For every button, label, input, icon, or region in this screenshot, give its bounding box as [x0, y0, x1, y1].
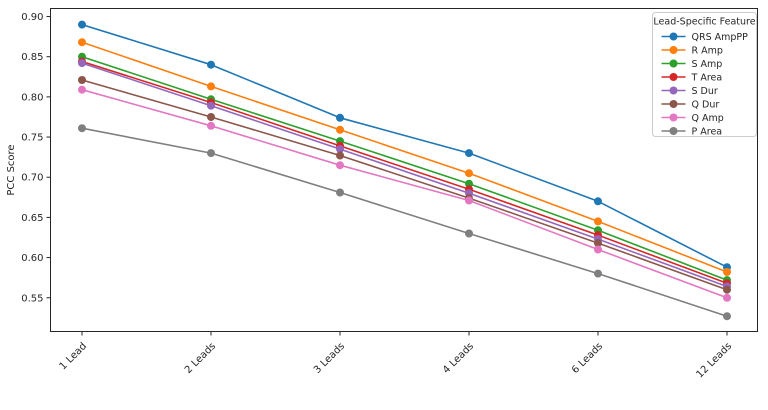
series-line [81, 23, 728, 268]
data-point [336, 188, 344, 197]
data-point [336, 113, 344, 122]
data-point [336, 125, 344, 134]
data-point [594, 217, 602, 226]
data-point [594, 239, 602, 248]
series-q-amp [78, 85, 731, 302]
data-point [207, 60, 215, 69]
legend-marker-dot [669, 86, 678, 95]
data-point [594, 245, 602, 254]
series-p-area [78, 124, 731, 321]
legend-marker-dot [669, 113, 678, 122]
legend-item-label: P Area [692, 127, 723, 138]
data-point [207, 82, 215, 91]
data-point [207, 149, 215, 158]
series-line [81, 55, 728, 281]
legend-item-label: Q Dur [692, 100, 720, 111]
legend-item-label: T Area [691, 73, 723, 84]
data-point [336, 145, 344, 154]
data-point [594, 197, 602, 206]
data-point [723, 293, 731, 302]
x-tick-label: 3 Leads [312, 341, 347, 376]
plot-frame [50, 8, 758, 332]
y-axis-label: PCC Score [6, 144, 17, 195]
data-point [207, 121, 215, 130]
legend-item: S Amp [661, 59, 723, 70]
legend-item-label: R Amp [692, 46, 723, 57]
legend: Lead-Specific Feature QRS AmpPP R Amp S Amp… [652, 12, 757, 138]
data-point [78, 59, 86, 68]
y-tick-label: 0.80 [21, 92, 43, 103]
data-point [594, 269, 602, 278]
data-point [207, 113, 215, 121]
data-point [723, 268, 731, 276]
y-tick-label: 0.55 [21, 293, 43, 304]
series-line [81, 60, 728, 285]
x-tick-label: 6 Leads [570, 341, 605, 376]
series-line [81, 62, 728, 288]
data-point [465, 179, 473, 188]
data-point [336, 151, 344, 160]
legend-box [652, 12, 757, 137]
y-tick-label: 0.70 [21, 173, 43, 184]
y-tick-label: 0.65 [21, 213, 43, 224]
legend-marker-dot [669, 32, 678, 41]
legend-item: R Amp [661, 46, 723, 57]
legend-marker-dot [669, 100, 678, 108]
legend-item: T Area [661, 73, 723, 84]
data-point [723, 312, 731, 321]
legend-item-label: QRS AmpPP [692, 32, 749, 43]
data-point [78, 20, 86, 29]
series-q-dur [78, 76, 731, 294]
data-point [78, 76, 86, 84]
data-point [465, 169, 473, 178]
legend-item: Q Amp [661, 113, 724, 124]
y-tick-label: 0.60 [21, 253, 43, 264]
y-axis-ticks: 0.55 0.60 0.65 0.70 0.75 0.80 0.85 0.90 [21, 12, 51, 304]
data-point [336, 161, 344, 170]
legend-item-label: Q Amp [692, 113, 724, 124]
plot-area: 0.55 0.60 0.65 0.70 0.75 0.80 0.85 0.90 1 Lead 2 … [21, 8, 758, 381]
legend-marker-dot [669, 127, 678, 135]
legend-marker-dot [669, 46, 678, 54]
x-tick-label: 2 Leads [183, 341, 218, 376]
series-r-amp [78, 38, 731, 276]
y-tick-label: 0.75 [21, 133, 43, 144]
data-point [465, 196, 473, 205]
legend-marker-dot [669, 59, 678, 68]
x-tick-label: 12 Leads [694, 341, 734, 381]
x-axis-ticks: 1 Lead 2 Leads 3 Leads 4 Leads 6 Leads 12 Lea… [58, 331, 734, 381]
data-point [723, 285, 731, 294]
series-line [81, 79, 728, 291]
x-tick-label: 1 Lead [58, 341, 90, 373]
series-line [81, 88, 728, 299]
legend-marker-dot [669, 73, 678, 81]
legend-item-label: S Dur [692, 86, 718, 97]
data-point [465, 149, 473, 158]
legend-item: P Area [661, 127, 723, 138]
series-line [81, 127, 728, 317]
data-point [78, 124, 86, 133]
legend-item-label: S Amp [692, 59, 723, 70]
data-point [207, 101, 215, 110]
legend-item: QRS AmpPP [661, 32, 749, 43]
series-line [81, 41, 728, 273]
data-point [78, 85, 86, 94]
legend-title: Lead-Specific Feature [653, 17, 755, 28]
y-tick-label: 0.90 [21, 12, 43, 23]
legend-item: Q Dur [661, 100, 720, 111]
legend-item: S Dur [661, 86, 718, 97]
data-point [465, 229, 473, 238]
x-tick-label: 4 Leads [441, 341, 476, 376]
y-tick-label: 0.85 [21, 52, 43, 63]
data-point [78, 38, 86, 47]
